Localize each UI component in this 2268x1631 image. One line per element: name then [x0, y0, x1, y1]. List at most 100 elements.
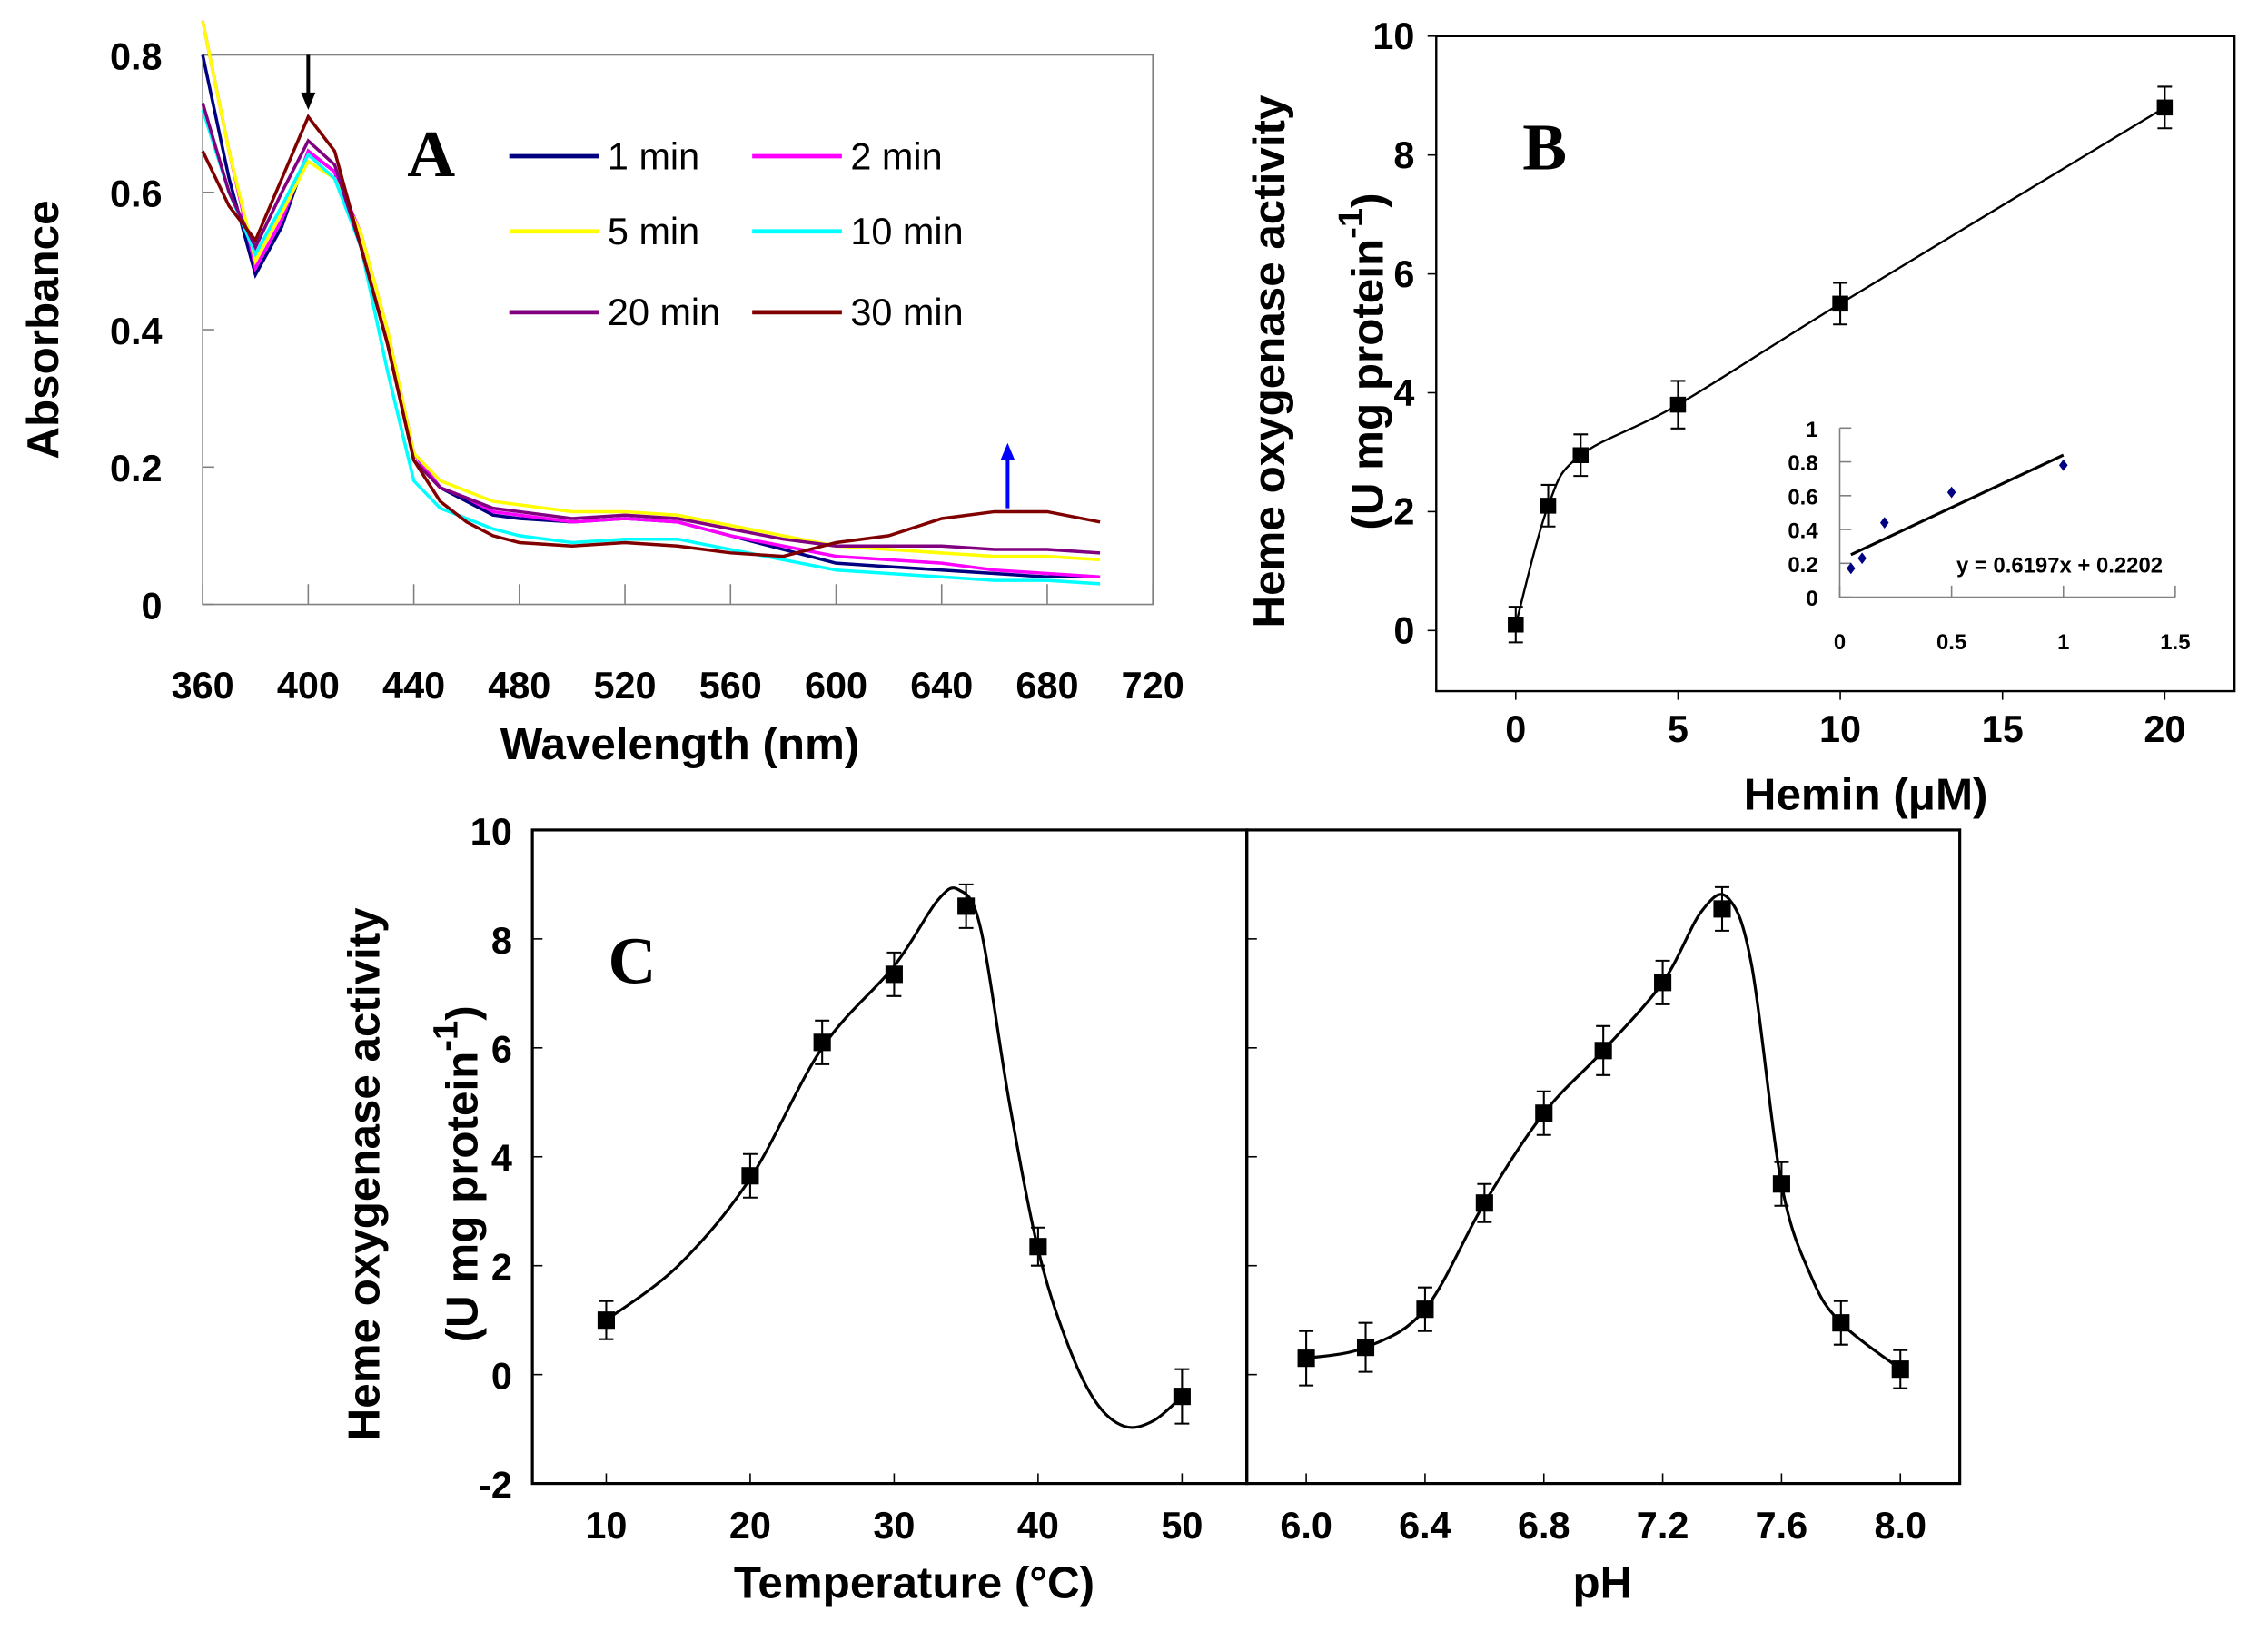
data-point [1173, 1388, 1191, 1406]
inset-y-tick-label: 0.8 [1788, 451, 1817, 476]
legend-label: 1 min [608, 135, 699, 177]
legend-label: 5 min [608, 211, 699, 252]
plot-frame-c-ph [1245, 828, 1962, 1486]
plot-frame-b [1435, 35, 2236, 693]
inset-y-tick-label: 0.4 [1788, 519, 1818, 544]
inset-x-tick-label: 1 [2057, 630, 2069, 655]
x-tick-label: 720 [1122, 665, 1184, 707]
data-point [1540, 498, 1557, 514]
data-point [1508, 617, 1524, 633]
x-tick-label: 480 [488, 665, 550, 707]
y-axis-unit: (U mg protein [438, 1052, 488, 1343]
y-axis-superscript: -1 [426, 1021, 465, 1052]
y-tick-label: 10 [1372, 15, 1414, 57]
y-tick-label: 8 [491, 920, 512, 962]
regression-equation: y = 0.6197x + 0.2202 [1956, 554, 2163, 578]
x-axis-title: Hemin (μM) [1744, 770, 1988, 820]
x-tick-label: 6.8 [1518, 1505, 1570, 1547]
inset-y-tick-label: 0.6 [1788, 485, 1817, 509]
legend-label: 2 min [850, 135, 942, 177]
data-point [1572, 447, 1590, 463]
y-tick-label: 2 [1393, 491, 1414, 533]
inset-y-tick-label: 0 [1806, 587, 1817, 611]
inset-y-tick-label: 0.2 [1788, 553, 1817, 578]
x-tick-label: 6.0 [1280, 1505, 1332, 1547]
x-tick-label: 0 [1505, 708, 1526, 750]
data-point [957, 897, 976, 915]
y-tick-label: 0.6 [110, 173, 163, 215]
data-point [1832, 295, 1848, 312]
x-tick-label: 560 [699, 665, 762, 707]
inset-data-point [1847, 562, 1856, 575]
y-axis-close-paren: ) [438, 1005, 488, 1020]
x-tick-label: 20 [2144, 708, 2185, 750]
inset-y-tick-label: 1 [1806, 418, 1817, 442]
x-tick-label: 360 [172, 665, 234, 707]
y-tick-label: 4 [491, 1138, 512, 1180]
y-axis-title-line1: Heme oxygenase activity [339, 907, 389, 1441]
x-tick-label: 20 [729, 1505, 771, 1547]
x-tick-label: 640 [910, 665, 973, 707]
x-tick-label: 400 [277, 665, 340, 707]
data-point [1416, 1300, 1434, 1319]
inset-x-tick-label: 0.5 [1936, 630, 1966, 655]
x-tick-label: 50 [1161, 1505, 1203, 1547]
x-axis-title: Wavelength (nm) [500, 719, 860, 769]
y-tick-label: 2 [491, 1247, 512, 1289]
series-line-10-min [201, 109, 1101, 586]
data-point [1654, 974, 1672, 992]
y-tick-label: 4 [1393, 372, 1414, 414]
inset-data-point [1857, 552, 1867, 565]
data-point [1891, 1360, 1909, 1379]
x-tick-label: 30 [873, 1505, 915, 1547]
x-tick-label: 520 [594, 665, 657, 707]
inset-regression-line [1850, 453, 2065, 557]
y-tick-label: 8 [1393, 134, 1414, 176]
x-tick-label: 15 [1982, 708, 2024, 750]
data-point [885, 965, 903, 984]
y-tick-label: 0 [1393, 610, 1414, 652]
series-line-5-min [201, 20, 1101, 562]
inset-x-tick-label: 0 [1834, 630, 1846, 655]
y-axis-title-line1: Heme oxygenase activity [1244, 94, 1294, 628]
inset-data-point [1946, 486, 1956, 499]
legend-label: 20 min [608, 292, 720, 333]
y-tick-label: 0.8 [110, 35, 163, 77]
x-tick-label: 440 [382, 665, 445, 707]
data-point [1713, 900, 1731, 918]
y-tick-label: 0 [142, 585, 163, 627]
x-tick-label: 7.2 [1637, 1505, 1689, 1547]
y-tick-label: 0 [491, 1356, 512, 1398]
data-point [741, 1167, 759, 1185]
data-point [1297, 1349, 1315, 1368]
legend-label: 10 min [850, 211, 963, 252]
data-point [1594, 1042, 1612, 1060]
y-tick-label: 10 [470, 811, 512, 853]
y-axis-title: Absorbance [18, 200, 68, 459]
series-line-20-min [201, 102, 1101, 555]
legend-label: 30 min [850, 292, 963, 333]
x-tick-label: 600 [805, 665, 867, 707]
data-point [2156, 99, 2174, 116]
peak-decrease-arrow-head [301, 92, 316, 111]
data-point [1535, 1104, 1553, 1122]
data-point [1669, 396, 1687, 413]
y-axis-unit: (U mg protein [1342, 239, 1392, 530]
fit-curve [1305, 893, 1902, 1370]
x-tick-label: 5 [1668, 708, 1689, 750]
y-axis-title-line2: (U mg protein-1) [426, 1005, 487, 1342]
x-tick-label: 680 [1015, 665, 1078, 707]
y-tick-label: 6 [1393, 253, 1414, 295]
data-point [597, 1311, 615, 1330]
inset-data-point [1879, 517, 1889, 529]
y-tick-label: 0.4 [110, 311, 163, 352]
data-point [1772, 1175, 1790, 1193]
y-axis-superscript: -1 [1332, 208, 1371, 239]
y-tick-label: 6 [491, 1029, 512, 1071]
data-point [813, 1033, 831, 1052]
x-axis-title: pH [1572, 1557, 1632, 1607]
biliverdin-increase-arrow-head [1000, 442, 1015, 460]
x-tick-label: 10 [1819, 708, 1861, 750]
data-point [1356, 1339, 1375, 1357]
